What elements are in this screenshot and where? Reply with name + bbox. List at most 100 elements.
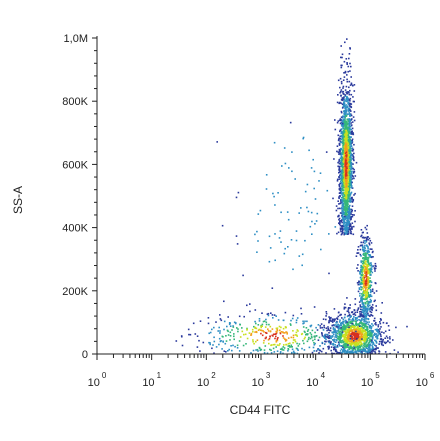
event-dot xyxy=(344,132,347,134)
event-dot xyxy=(278,325,281,328)
event-dot xyxy=(351,142,353,144)
event-dot xyxy=(365,295,367,298)
event-dot xyxy=(350,184,352,186)
event-dot xyxy=(369,304,371,307)
event-dot xyxy=(369,351,372,353)
event-dot xyxy=(358,301,361,303)
event-dot xyxy=(343,60,346,63)
event-dot xyxy=(338,217,341,220)
event-dot xyxy=(346,201,348,204)
event-dot xyxy=(354,337,356,339)
event-dot xyxy=(341,207,343,210)
event-dot xyxy=(338,176,340,178)
event-dot xyxy=(364,242,366,244)
event-dot xyxy=(365,314,367,316)
event-dot xyxy=(375,340,377,342)
y-axis-title: SS-A xyxy=(11,186,25,214)
event-dot xyxy=(357,347,359,350)
event-dot xyxy=(348,152,351,154)
event-dot xyxy=(364,298,366,301)
event-dot xyxy=(346,208,348,210)
event-dot xyxy=(338,339,341,342)
event-dot xyxy=(384,342,387,345)
event-dot xyxy=(368,284,370,287)
event-dot xyxy=(371,309,373,311)
event-dot xyxy=(328,340,331,342)
event-dot xyxy=(266,352,269,354)
event-dot xyxy=(381,340,384,342)
event-dot xyxy=(348,158,350,160)
event-dot xyxy=(375,290,378,292)
event-dot xyxy=(365,272,368,275)
event-dot xyxy=(294,340,297,343)
event-dot xyxy=(343,180,345,182)
event-dot xyxy=(266,313,269,315)
event-dot xyxy=(211,347,213,350)
event-dot xyxy=(345,138,348,140)
event-dot xyxy=(375,345,377,347)
event-dot xyxy=(353,343,356,346)
event-dot xyxy=(294,334,297,336)
event-dot xyxy=(278,344,280,347)
event-dot xyxy=(349,223,352,226)
event-dot xyxy=(354,328,356,330)
event-dot xyxy=(353,347,355,349)
event-dot xyxy=(343,217,346,219)
event-dot xyxy=(348,207,350,209)
event-dot xyxy=(354,192,356,195)
event-dot xyxy=(291,346,293,348)
event-dot xyxy=(344,165,346,168)
event-dot xyxy=(342,163,344,165)
event-dot xyxy=(312,158,314,161)
event-dot xyxy=(274,333,277,335)
event-dot xyxy=(351,147,353,150)
event-dot xyxy=(346,91,349,93)
event-dot xyxy=(366,224,368,227)
event-dot xyxy=(362,266,364,269)
event-dot xyxy=(349,204,351,207)
event-dot xyxy=(359,313,361,315)
event-dot xyxy=(379,328,381,330)
event-dot xyxy=(347,143,350,145)
event-dot xyxy=(306,340,309,343)
event-dot xyxy=(372,256,374,258)
event-dot xyxy=(339,202,341,205)
event-dot xyxy=(349,193,352,196)
event-dot xyxy=(342,224,345,227)
event-dot xyxy=(290,346,293,348)
event-dot xyxy=(261,334,264,337)
event-dot xyxy=(367,347,369,350)
event-dot xyxy=(367,314,369,316)
event-dot xyxy=(343,116,346,118)
event-dot xyxy=(348,153,350,156)
event-dot xyxy=(234,345,236,348)
event-dot xyxy=(348,193,351,196)
event-dot xyxy=(351,326,353,329)
event-dot xyxy=(356,342,359,344)
event-dot xyxy=(342,127,344,129)
event-dot xyxy=(345,143,348,145)
event-dot xyxy=(317,324,320,326)
event-dot xyxy=(344,159,347,161)
event-dot xyxy=(360,286,362,288)
event-dot xyxy=(350,218,352,220)
event-dot xyxy=(347,189,349,191)
event-dot xyxy=(343,162,345,165)
event-dot xyxy=(349,194,351,197)
event-dot xyxy=(336,321,338,324)
event-dot xyxy=(348,185,351,187)
event-dot xyxy=(358,287,361,289)
event-dot xyxy=(365,332,368,334)
event-dot xyxy=(369,267,371,270)
event-dot xyxy=(354,311,357,314)
event-dot xyxy=(223,320,226,323)
event-dot xyxy=(361,231,364,234)
event-dot xyxy=(290,344,293,347)
event-dot xyxy=(356,282,359,284)
event-dot xyxy=(226,329,229,332)
event-dot xyxy=(347,208,349,210)
event-dot xyxy=(343,110,345,112)
event-dot xyxy=(348,177,350,180)
event-dot xyxy=(365,282,367,284)
event-dot xyxy=(235,322,237,324)
